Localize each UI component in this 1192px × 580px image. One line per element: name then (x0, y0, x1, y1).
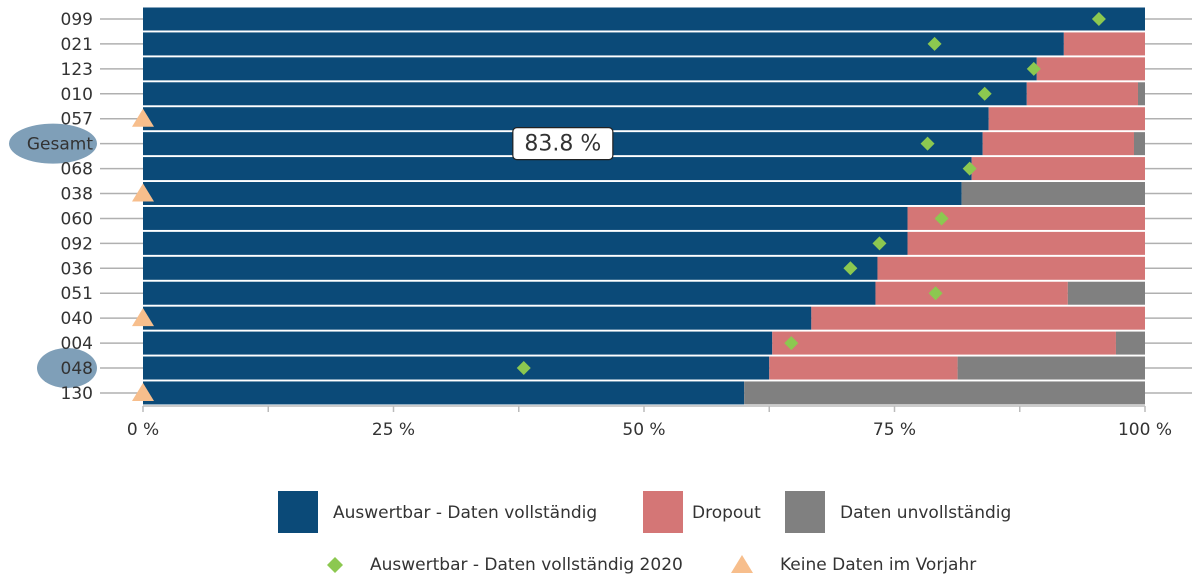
bar-segment (143, 281, 876, 305)
diamond-marker (872, 236, 887, 251)
diamond-marker (934, 211, 949, 226)
diamond-marker (977, 86, 992, 101)
y-tick-label: 004 (61, 334, 93, 354)
bar-segment (971, 157, 1145, 181)
bar-segment (1036, 57, 1145, 81)
bar-segment (982, 132, 1134, 156)
y-tick-label: 123 (61, 60, 93, 80)
legend-swatch (643, 491, 683, 533)
x-tick-label: 25 % (372, 420, 415, 440)
bar-segment (1063, 32, 1145, 56)
bar-segment (143, 306, 812, 330)
diamond-marker (843, 261, 858, 276)
bar-segment (143, 107, 989, 131)
legend-label: Dropout (692, 503, 761, 523)
bar-segment (1026, 82, 1138, 106)
legend-label: Auswertbar - Daten vollständig (333, 503, 597, 523)
x-tick-label: 0 % (127, 420, 159, 440)
legend-marker (731, 555, 753, 573)
y-tick-label: 130 (61, 384, 93, 404)
bar-segment (907, 231, 1145, 255)
category-highlight (9, 123, 97, 164)
y-tick-label: 051 (61, 284, 93, 304)
bar-segment (877, 256, 1145, 280)
x-tick-label: 75 % (873, 420, 916, 440)
legend-label: Keine Daten im Vorjahr (780, 555, 976, 575)
bar-segment (143, 32, 1064, 56)
legend-label: Daten unvollständig (840, 503, 1011, 523)
y-tick-label: 099 (61, 10, 93, 30)
legend-label: Auswertbar - Daten vollständig 2020 (370, 555, 683, 575)
bar-segment (769, 356, 958, 380)
diamond-marker (516, 361, 531, 376)
y-tick-label: 060 (61, 209, 93, 229)
bar-segment (143, 381, 745, 405)
triangle-marker (132, 108, 154, 127)
bar-segment (1133, 132, 1145, 156)
bar-segment (143, 57, 1037, 81)
bar-segment (772, 331, 1116, 355)
bar-segment (1115, 331, 1145, 355)
diamond-marker (920, 136, 935, 151)
bar-segment (875, 281, 1068, 305)
bar-segment (744, 381, 1145, 405)
triangle-marker (132, 308, 154, 327)
data-label-box (512, 127, 614, 161)
diamond-marker (927, 36, 942, 51)
bar-segment (143, 7, 1145, 31)
bar-segment (143, 82, 1027, 106)
bar-segment (907, 206, 1145, 230)
bar-segment (143, 331, 773, 355)
diamond-marker (1026, 61, 1041, 76)
bar-segment (143, 256, 878, 280)
legend-marker (327, 557, 343, 573)
bar-segment (957, 356, 1145, 380)
y-tick-label: 010 (61, 85, 93, 105)
x-tick-label: 100 % (1118, 420, 1172, 440)
y-tick-label: 036 (61, 259, 93, 279)
bar-segment (961, 182, 1145, 206)
category-highlight (37, 348, 97, 389)
y-tick-label: 038 (61, 185, 93, 205)
diamond-marker (784, 336, 799, 351)
y-tick-label: 021 (61, 35, 93, 55)
bar-segment (143, 356, 770, 380)
triangle-marker (132, 183, 154, 202)
bar-segment (1067, 281, 1145, 305)
legend-swatch (785, 491, 825, 533)
x-tick-label: 50 % (622, 420, 665, 440)
diamond-marker (928, 286, 943, 301)
bar-segment (143, 231, 908, 255)
y-tick-label: 092 (61, 234, 93, 254)
legend-swatch (278, 491, 318, 533)
bar-segment (988, 107, 1145, 131)
diamond-marker (1091, 12, 1106, 26)
diamond-marker (962, 161, 977, 176)
bar-segment (143, 206, 908, 230)
bar-segment (811, 306, 1145, 330)
triangle-marker (132, 382, 154, 401)
bar-segment (143, 157, 972, 181)
y-tick-label: Gesamt (27, 135, 93, 155)
y-tick-label: 068 (61, 160, 93, 180)
y-tick-label: 048 (61, 359, 93, 379)
y-tick-label: 057 (61, 110, 93, 130)
data-label: 83.8 % (524, 132, 601, 157)
bar-segment (1137, 82, 1145, 106)
bar-segment (143, 182, 962, 206)
y-tick-label: 040 (61, 309, 93, 329)
